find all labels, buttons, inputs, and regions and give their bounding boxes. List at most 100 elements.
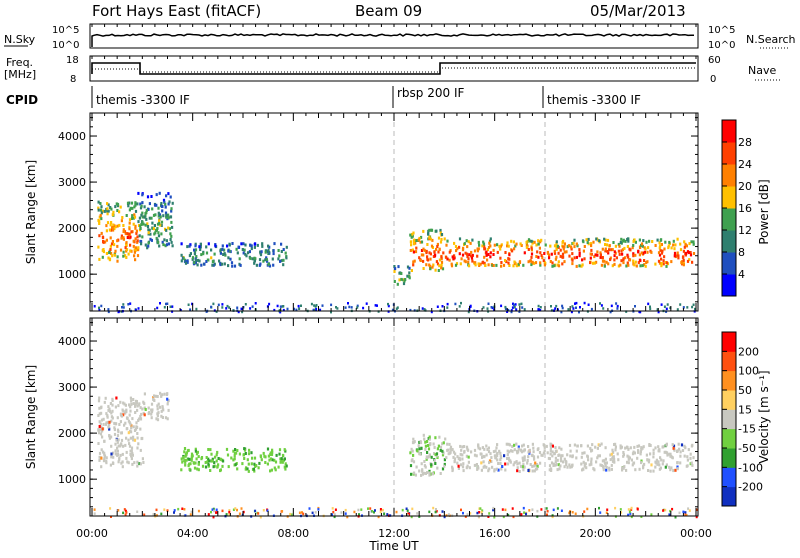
nave-tick-high: 60 <box>708 55 721 66</box>
echo-cell <box>120 442 123 446</box>
echo-cell <box>204 461 207 464</box>
echo-cell <box>398 271 401 275</box>
colorbar-frame <box>721 331 737 507</box>
echo-cell <box>440 261 444 264</box>
echo-cell <box>275 453 278 457</box>
echo-cell <box>515 442 518 446</box>
echo-cell <box>146 195 150 199</box>
colorbar-swatch <box>722 230 736 253</box>
echo-cell <box>279 457 282 461</box>
noise-cell <box>650 513 653 516</box>
echo-cell <box>215 459 218 463</box>
echo-cell <box>436 466 439 470</box>
echo-cell <box>133 254 136 258</box>
echo-cell <box>650 250 653 254</box>
echo-cell <box>245 254 248 258</box>
echo-cell <box>97 399 101 403</box>
echo-cell <box>539 261 542 265</box>
echo-cell <box>109 402 112 405</box>
echo-cell <box>486 248 489 252</box>
echo-cell <box>226 453 230 457</box>
noise-cell <box>93 512 96 515</box>
echo-cell <box>150 416 153 420</box>
echo-cell <box>540 238 543 242</box>
echo-cell <box>419 240 422 244</box>
echo-cell <box>496 243 499 247</box>
echo-cell <box>468 466 471 470</box>
echo-cell <box>493 243 496 247</box>
echo-cell <box>221 247 224 251</box>
echo-cell <box>527 248 530 251</box>
echo-cell <box>511 249 514 253</box>
colorbar-tick-label: 8 <box>738 246 745 259</box>
echo-cell <box>632 254 635 258</box>
echo-cell <box>109 248 112 251</box>
noise-cell <box>682 306 685 309</box>
echo-cell <box>469 241 472 245</box>
echo-cell <box>462 246 465 250</box>
echo-cell <box>468 264 471 268</box>
noise-cell <box>488 512 491 515</box>
echo-cell <box>673 247 676 251</box>
echo-cell <box>627 457 630 461</box>
echo-cell <box>122 413 125 417</box>
noise-cell <box>379 510 382 514</box>
echo-cell <box>448 442 451 446</box>
echo-cell <box>223 262 226 266</box>
echo-cell <box>264 250 267 254</box>
echo-cell <box>425 249 428 253</box>
echo-cell <box>495 467 498 471</box>
echo-cell <box>141 457 144 461</box>
echo-cell <box>120 413 123 417</box>
echo-cell <box>421 469 424 473</box>
echo-cell <box>676 467 679 471</box>
echo-cell <box>249 256 252 260</box>
echo-cell <box>506 449 509 453</box>
echo-cell <box>506 241 509 245</box>
echo-cell <box>654 446 657 450</box>
echo-cell <box>496 443 499 447</box>
echo-cell <box>419 452 422 456</box>
echo-cell <box>626 261 629 265</box>
echo-cell <box>541 256 544 260</box>
noise-cell <box>409 308 412 312</box>
echo-cell <box>272 263 275 267</box>
echo-cell <box>243 447 246 451</box>
echo-cell <box>466 464 469 468</box>
noise-cell <box>374 304 377 307</box>
noise-cell <box>695 508 698 511</box>
echo-cell <box>445 255 448 259</box>
echo-cell <box>658 253 662 257</box>
noise-cell <box>221 303 224 306</box>
echo-cell <box>412 453 415 457</box>
echo-cell <box>496 451 499 455</box>
colorbar-swatch <box>722 142 736 165</box>
echo-cell <box>688 258 691 262</box>
noise-cell <box>663 305 666 308</box>
echo-cell <box>408 274 411 278</box>
echo-cell <box>137 403 140 407</box>
echo-cell <box>197 462 200 466</box>
freq-tick-high: 18 <box>66 55 79 66</box>
echo-cell <box>423 460 426 463</box>
colorbar-swatch <box>722 486 736 507</box>
echo-cell <box>424 448 427 451</box>
echo-cell <box>210 256 213 260</box>
noise-cell <box>241 310 244 314</box>
echo-cell <box>128 221 131 225</box>
echo-cell <box>233 264 237 268</box>
echo-cell <box>463 450 466 454</box>
echo-cell <box>542 443 545 447</box>
echo-cell <box>523 251 526 255</box>
echo-cell <box>103 457 106 461</box>
echo-cell <box>481 244 484 248</box>
noise-sky-line <box>91 33 695 47</box>
echo-cell <box>508 450 511 454</box>
echo-cell <box>131 452 134 456</box>
echo-cell <box>443 458 446 462</box>
echo-cell <box>441 267 445 271</box>
echo-cell <box>639 246 642 249</box>
echo-cell <box>113 253 116 257</box>
echo-cell <box>586 455 589 459</box>
echo-cell <box>423 248 426 252</box>
